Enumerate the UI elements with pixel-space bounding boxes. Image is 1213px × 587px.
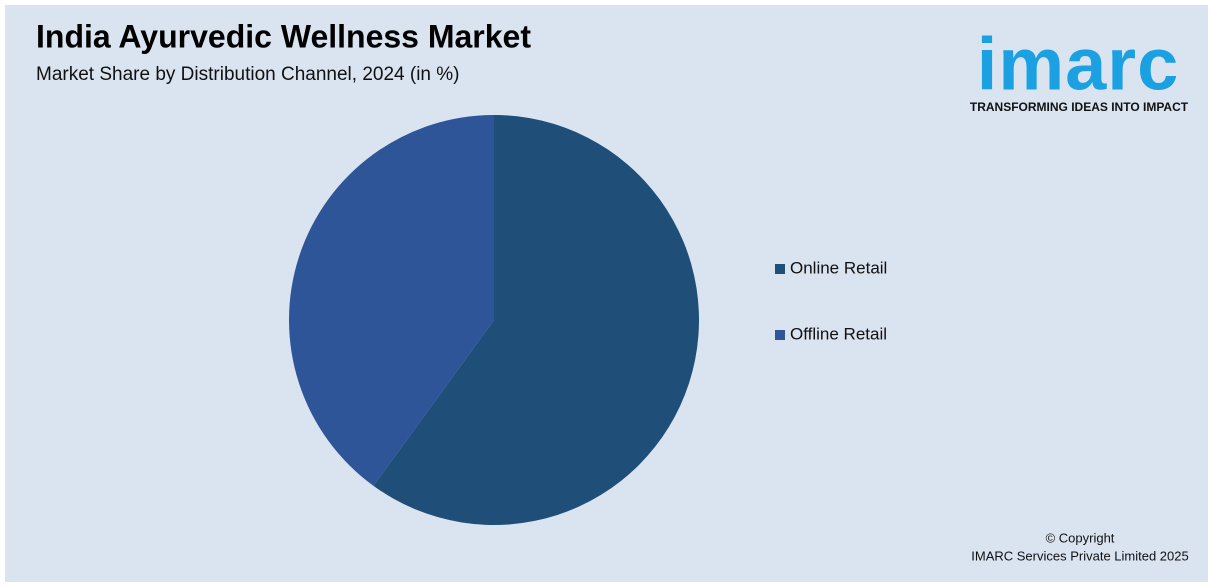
logo: imarc	[977, 23, 1179, 106]
legend-swatch	[775, 264, 785, 274]
chart-subtitle: Market Share by Distribution Channel, 20…	[36, 64, 459, 85]
pie-slice	[289, 115, 494, 486]
copyright-owner: IMARC Services Private Limited 2025	[971, 548, 1188, 563]
logo-tagline: TRANSFORMING IDEAS INTO IMPACT	[970, 100, 1189, 114]
legend-label: Offline Retail	[790, 324, 887, 343]
pie-slice	[373, 115, 700, 525]
chart-title: India Ayurvedic Wellness Market	[36, 18, 531, 54]
legend-swatch	[775, 330, 785, 340]
legend-label: Online Retail	[790, 258, 887, 277]
copyright: © Copyright	[1046, 530, 1115, 545]
